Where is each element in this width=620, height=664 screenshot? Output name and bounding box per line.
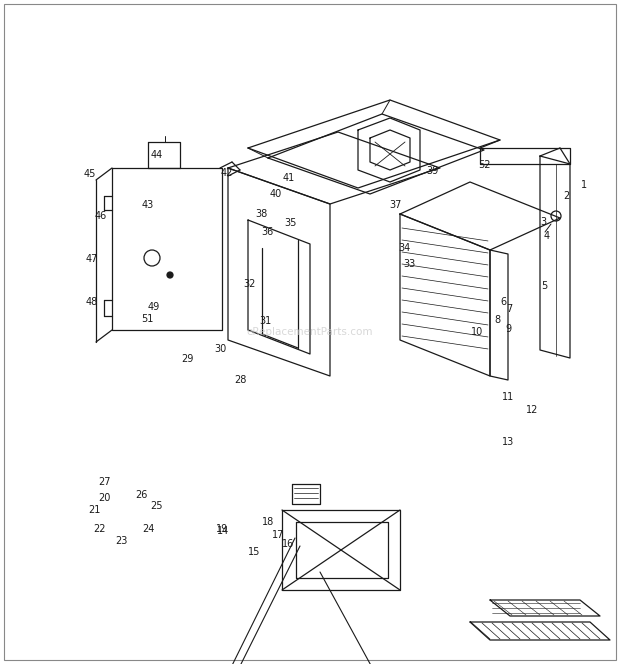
Text: 5: 5 bbox=[541, 280, 547, 291]
Text: 10: 10 bbox=[471, 327, 484, 337]
Text: 23: 23 bbox=[115, 536, 128, 546]
Text: 19: 19 bbox=[216, 523, 228, 534]
Text: 35: 35 bbox=[284, 218, 296, 228]
Text: 11: 11 bbox=[502, 392, 515, 402]
Text: 42: 42 bbox=[220, 167, 232, 178]
Text: 49: 49 bbox=[148, 301, 160, 312]
Text: 48: 48 bbox=[86, 297, 98, 307]
Text: 16: 16 bbox=[282, 539, 294, 550]
Text: 24: 24 bbox=[143, 524, 155, 535]
Text: 40: 40 bbox=[269, 189, 281, 199]
Text: 29: 29 bbox=[181, 353, 193, 364]
Text: 39: 39 bbox=[427, 166, 439, 177]
Text: 27: 27 bbox=[98, 477, 110, 487]
Text: 31: 31 bbox=[259, 316, 272, 327]
Text: 47: 47 bbox=[86, 254, 98, 264]
Text: 2: 2 bbox=[564, 191, 570, 201]
Circle shape bbox=[167, 272, 173, 278]
Text: 9: 9 bbox=[505, 323, 511, 334]
Text: 6: 6 bbox=[500, 297, 507, 307]
Text: 37: 37 bbox=[389, 199, 402, 210]
Text: 41: 41 bbox=[282, 173, 294, 183]
Text: 51: 51 bbox=[141, 313, 154, 324]
Text: 26: 26 bbox=[135, 490, 148, 501]
Text: 22: 22 bbox=[93, 523, 105, 534]
Text: 14: 14 bbox=[217, 526, 229, 537]
Text: 46: 46 bbox=[94, 210, 107, 221]
Text: 21: 21 bbox=[88, 505, 100, 515]
Text: 52: 52 bbox=[479, 159, 491, 170]
Text: 1: 1 bbox=[581, 179, 587, 190]
Text: 7: 7 bbox=[507, 303, 513, 314]
Text: 8: 8 bbox=[494, 315, 500, 325]
Text: 36: 36 bbox=[262, 227, 274, 238]
Text: 33: 33 bbox=[403, 259, 415, 270]
Text: 28: 28 bbox=[234, 374, 247, 385]
Text: 38: 38 bbox=[255, 208, 268, 219]
Text: 32: 32 bbox=[243, 279, 255, 290]
Text: eReplacementParts.com: eReplacementParts.com bbox=[247, 327, 373, 337]
Text: 18: 18 bbox=[262, 517, 274, 527]
Text: 30: 30 bbox=[215, 344, 227, 355]
Text: 12: 12 bbox=[526, 405, 538, 416]
Text: 45: 45 bbox=[83, 169, 95, 179]
Text: 34: 34 bbox=[398, 243, 410, 254]
Text: 44: 44 bbox=[150, 150, 162, 161]
Text: 20: 20 bbox=[98, 493, 110, 503]
Text: 13: 13 bbox=[502, 436, 515, 447]
Text: 4: 4 bbox=[544, 230, 550, 241]
Text: 43: 43 bbox=[141, 199, 154, 210]
Text: 17: 17 bbox=[272, 530, 284, 540]
Text: 3: 3 bbox=[540, 217, 546, 228]
Text: 15: 15 bbox=[248, 547, 260, 558]
Text: 25: 25 bbox=[150, 501, 162, 511]
